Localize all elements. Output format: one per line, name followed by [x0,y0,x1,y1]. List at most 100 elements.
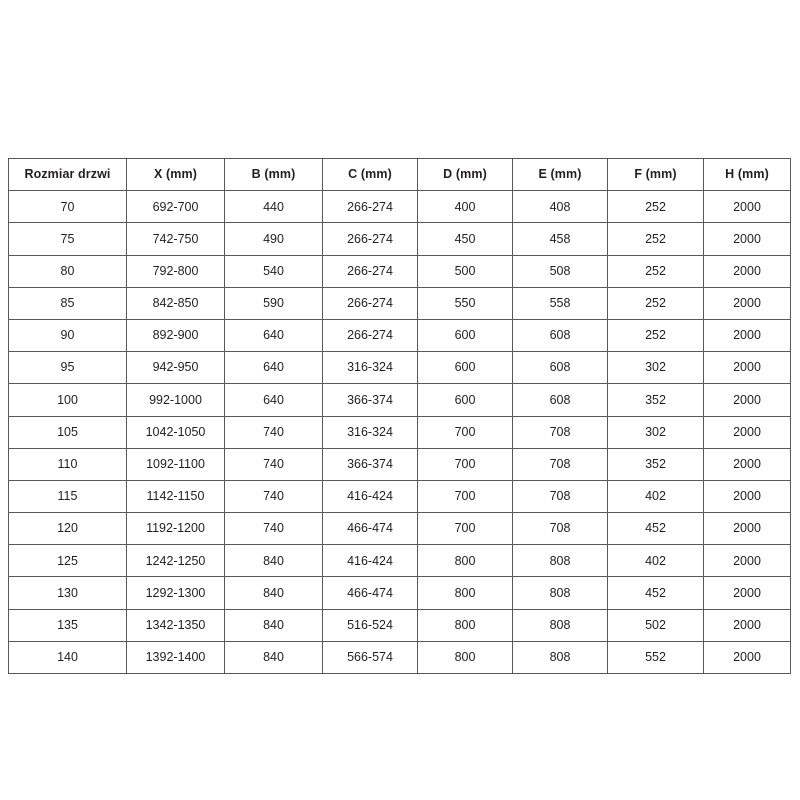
cell-b: 540 [224,254,323,288]
cell-x: 1192-1200 [126,512,225,546]
cell-e: 608 [512,383,608,417]
cell-c: 316-324 [322,415,418,449]
table-row: 135 1342-1350 840 516-524 800 808 502 20… [8,608,791,642]
cell-door-size: 115 [8,479,127,514]
cell-h: 2000 [703,383,791,417]
column-header-x: X (mm) [126,157,225,192]
cell-d: 450 [417,222,513,256]
cell-f: 252 [607,286,704,320]
cell-h: 2000 [703,512,791,546]
cell-h: 2000 [703,640,791,675]
column-header-h: H (mm) [703,157,791,192]
cell-d: 700 [417,415,513,449]
table-row: 120 1192-1200 740 466-474 700 708 452 20… [8,512,791,546]
cell-c: 316-324 [322,351,418,385]
cell-c: 416-424 [322,479,418,514]
cell-d: 700 [417,479,513,514]
column-header-e: E (mm) [512,157,608,192]
cell-e: 808 [512,640,608,675]
cell-b: 840 [224,544,323,578]
cell-f: 252 [607,190,704,224]
cell-x: 1292-1300 [126,576,225,610]
cell-door-size: 90 [8,318,127,353]
cell-e: 708 [512,512,608,546]
cell-e: 708 [512,415,608,449]
cell-d: 500 [417,254,513,288]
cell-d: 600 [417,351,513,385]
cell-x: 892-900 [126,318,225,353]
cell-f: 252 [607,318,704,353]
cell-door-size: 70 [8,190,127,224]
cell-h: 2000 [703,190,791,224]
cell-f: 452 [607,576,704,610]
cell-door-size: 125 [8,544,127,578]
cell-x: 692-700 [126,190,225,224]
cell-b: 440 [224,190,323,224]
cell-b: 640 [224,351,323,385]
cell-f: 402 [607,479,704,514]
column-header-b: B (mm) [224,157,323,192]
cell-f: 552 [607,640,704,675]
table-row: 110 1092-1100 740 366-374 700 708 352 20… [8,447,791,481]
table-header: Rozmiar drzwi X (mm) B (mm) C (mm) D (mm… [8,157,791,192]
cell-f: 452 [607,512,704,546]
cell-h: 2000 [703,479,791,514]
cell-e: 708 [512,447,608,481]
column-header-rozmiar-drzwi: Rozmiar drzwi [8,157,127,192]
cell-d: 800 [417,544,513,578]
cell-x: 1342-1350 [126,608,225,642]
cell-f: 252 [607,254,704,288]
cell-h: 2000 [703,351,791,385]
cell-d: 400 [417,190,513,224]
table-row: 90 892-900 640 266-274 600 608 252 2000 [8,318,791,353]
column-header-c: C (mm) [322,157,418,192]
cell-f: 502 [607,608,704,642]
cell-c: 266-274 [322,190,418,224]
cell-h: 2000 [703,447,791,481]
cell-d: 700 [417,512,513,546]
cell-c: 566-574 [322,640,418,675]
cell-e: 808 [512,544,608,578]
cell-e: 508 [512,254,608,288]
cell-b: 740 [224,447,323,481]
table-body: 70 692-700 440 266-274 400 408 252 2000 … [8,190,791,675]
cell-x: 1042-1050 [126,415,225,449]
cell-h: 2000 [703,576,791,610]
cell-f: 352 [607,447,704,481]
cell-d: 800 [417,608,513,642]
cell-x: 1392-1400 [126,640,225,675]
cell-e: 608 [512,351,608,385]
cell-x: 742-750 [126,222,225,256]
cell-f: 302 [607,415,704,449]
cell-door-size: 120 [8,512,127,546]
cell-h: 2000 [703,286,791,320]
table-row: 85 842-850 590 266-274 550 558 252 2000 [8,286,791,320]
cell-b: 490 [224,222,323,256]
cell-b: 840 [224,608,323,642]
cell-c: 266-274 [322,222,418,256]
cell-h: 2000 [703,608,791,642]
cell-h: 2000 [703,222,791,256]
cell-b: 640 [224,383,323,417]
cell-f: 252 [607,222,704,256]
column-header-d: D (mm) [417,157,513,192]
cell-x: 1142-1150 [126,479,225,514]
cell-x: 792-800 [126,254,225,288]
cell-d: 800 [417,640,513,675]
table-row: 95 942-950 640 316-324 600 608 302 2000 [8,351,791,385]
cell-c: 516-524 [322,608,418,642]
cell-d: 700 [417,447,513,481]
table-row: 70 692-700 440 266-274 400 408 252 2000 [8,190,791,224]
cell-b: 840 [224,640,323,675]
cell-c: 416-424 [322,544,418,578]
table-row: 115 1142-1150 740 416-424 700 708 402 20… [8,479,791,514]
table-row: 100 992-1000 640 366-374 600 608 352 200… [8,383,791,417]
cell-door-size: 110 [8,447,127,481]
cell-b: 590 [224,286,323,320]
cell-e: 408 [512,190,608,224]
cell-d: 550 [417,286,513,320]
cell-x: 992-1000 [126,383,225,417]
cell-h: 2000 [703,254,791,288]
cell-door-size: 105 [8,415,127,449]
cell-e: 608 [512,318,608,353]
